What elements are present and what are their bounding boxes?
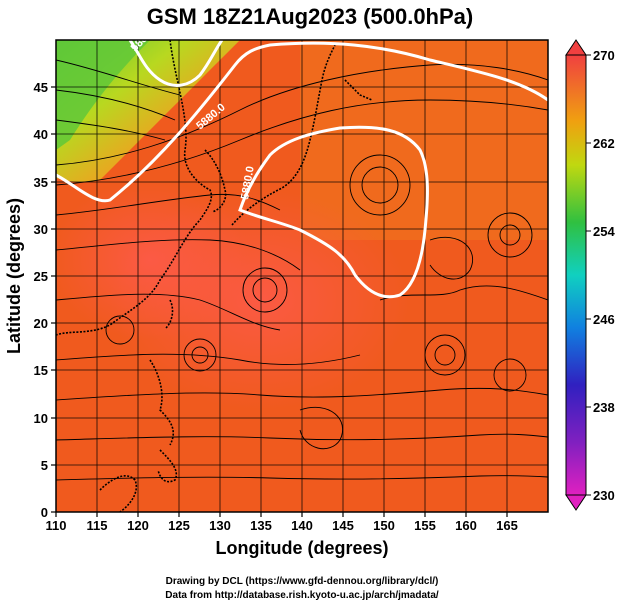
x-tick-label: 140: [291, 518, 313, 533]
colorbar-top-triangle: [565, 39, 587, 56]
coastline-borneo: [99, 475, 138, 512]
y-tick-label: 15: [34, 363, 48, 378]
credit-drawing: Drawing by DCL (https://www.gfd-dennou.o…: [166, 576, 439, 587]
y-tick-label: 40: [34, 127, 48, 142]
colorbar-bottom-triangle: [565, 494, 587, 511]
y-tick-label: 10: [34, 411, 48, 426]
y-tick-label: 35: [34, 175, 48, 190]
x-axis: 110 115 120 125 130 135 140 145 150 155 …: [46, 512, 518, 558]
figure-title: GSM 18Z21Aug2023 (500.0hPa): [147, 4, 473, 29]
colorbar-tick-label: 262: [593, 136, 615, 151]
contour-5880-northwest: [128, 40, 224, 87]
coastline-kuril: [344, 79, 373, 101]
coastline-luzon: [149, 359, 175, 446]
x-axis-ticks: [55, 512, 508, 517]
coastline-japan: [231, 44, 336, 226]
warm-anomaly-west: [56, 180, 250, 340]
y-tick-label: 45: [34, 80, 48, 95]
x-tick-label: 165: [496, 518, 518, 533]
coastlines: [56, 40, 373, 512]
colorbar-ticks: [586, 54, 591, 496]
colorbar-tick-label: 230: [593, 488, 615, 503]
y-tick-label: 25: [34, 269, 48, 284]
y-tick-label: 0: [41, 505, 48, 520]
x-tick-label: 145: [332, 518, 354, 533]
colorbar-tick-label: 270: [593, 48, 615, 63]
credit-data: Data from http://database.rish.kyoto-u.a…: [165, 590, 439, 601]
x-tick-label: 125: [168, 518, 190, 533]
colorbar-gradient: [565, 54, 587, 496]
contour-label-2: 5880.0: [239, 165, 257, 200]
cold-core-northwest: [56, 40, 150, 150]
x-axis-label: Longitude (degrees): [215, 538, 388, 558]
x-tick-label: 155: [414, 518, 436, 533]
colorbar: 270 262 254 246 238 230: [565, 39, 615, 511]
x-tick-label: 150: [373, 518, 395, 533]
x-tick-label: 115: [87, 518, 108, 533]
contour-5880-north: [56, 41, 548, 203]
streamlines: [56, 59, 548, 481]
plot-area: 5880.0 5880.0 5880.0: [56, 40, 548, 512]
colorbar-tick-label: 238: [593, 400, 615, 415]
y-tick-label: 5: [41, 458, 48, 473]
x-tick-label: 135: [250, 518, 272, 533]
graticule: [56, 40, 548, 512]
y-tick-label: 30: [34, 222, 48, 237]
x-tick-label: 110: [46, 518, 67, 533]
x-tick-label: 160: [455, 518, 477, 533]
x-tick-label: 120: [127, 518, 149, 533]
y-axis: 0 5 10 15 20 25 30 35 40 45 Latitude (de…: [4, 80, 56, 520]
y-tick-label: 20: [34, 316, 48, 331]
contour-5880-high: [238, 125, 429, 299]
contour-lines: [56, 40, 548, 299]
colorbar-tick-label: 254: [593, 224, 615, 239]
coastline-mindanao: [157, 449, 178, 483]
y-axis-label: Latitude (degrees): [4, 198, 24, 354]
x-tick-label: 130: [209, 518, 231, 533]
colorbar-tick-label: 246: [593, 312, 615, 327]
y-axis-ticks: [51, 86, 56, 513]
coastline-taiwan: [165, 299, 174, 329]
